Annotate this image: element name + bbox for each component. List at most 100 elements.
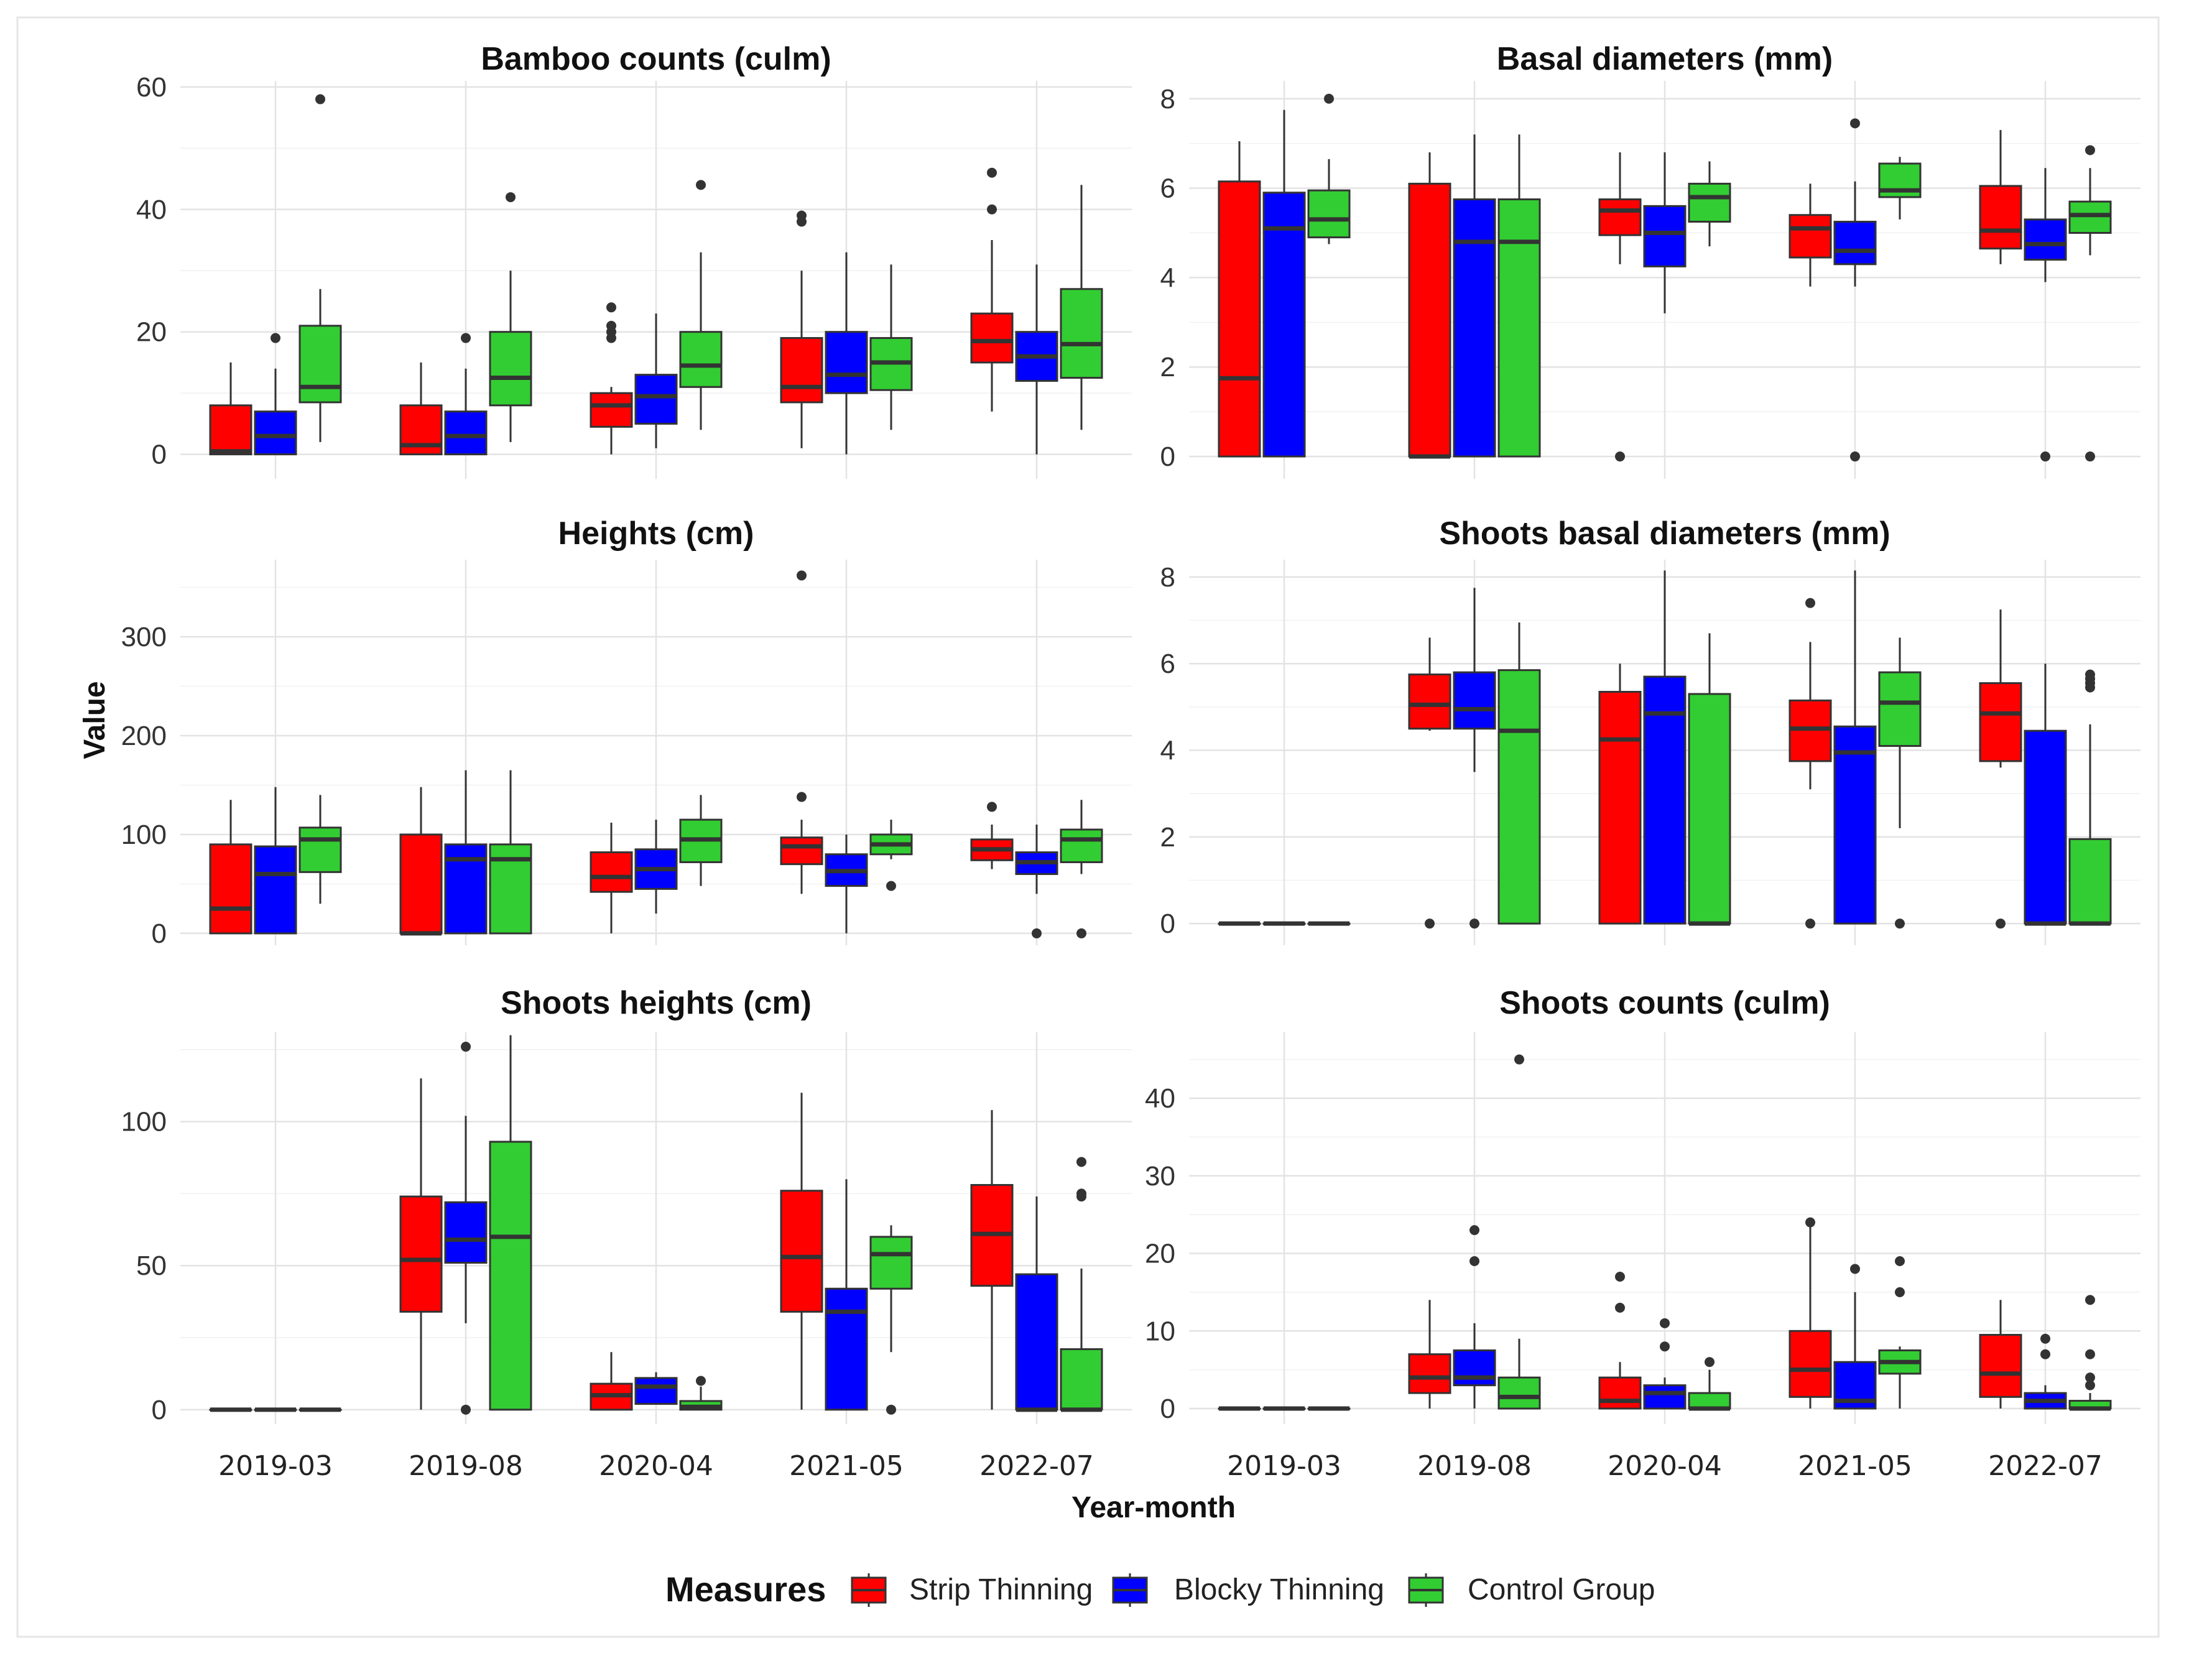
panel-title: Heights (cm) [558, 516, 754, 552]
box-strip-thinning-2021-05 [780, 570, 823, 894]
outlier-point [1895, 1256, 1905, 1267]
x-tick-label: 2020-04 [599, 1450, 713, 1482]
x-tick-label: 2021-05 [789, 1450, 904, 1482]
box-body [1643, 205, 1687, 267]
legend-title: Measures [665, 1570, 826, 1609]
panel-bamboo-counts-culm: Bamboo counts (culm) 0 20 40 60 [136, 41, 1132, 479]
box-blocky-thinning-2019-08 [1453, 134, 1496, 458]
y-tick-label: 40 [136, 195, 167, 225]
box-strip-thinning-2021-05 [1789, 183, 1832, 287]
box-blocky-thinning-2021-05 [1833, 1264, 1877, 1410]
box-control-group-2019-08 [1497, 134, 1541, 458]
y-tick-label: 4 [1160, 736, 1175, 766]
box-body [399, 1195, 443, 1313]
box-body [1598, 1376, 1642, 1410]
box-blocky-thinning-2021-05 [825, 834, 868, 933]
legend-label-control-group: Control Group [1468, 1573, 1655, 1606]
legend-label-strip-thinning: Strip Thinning [909, 1573, 1093, 1606]
y-tick-label: 30 [1145, 1161, 1175, 1191]
outlier-point [1660, 1318, 1670, 1328]
box-body [634, 374, 678, 425]
box-control-group-2021-05 [1878, 637, 1922, 929]
box-blocky-thinning-2019-03 [254, 787, 297, 935]
box-body [1060, 828, 1103, 863]
box-body [780, 337, 823, 404]
x-tick-label: 2019-08 [409, 1450, 523, 1482]
x-tick-label: 2020-04 [1608, 1450, 1722, 1482]
box-control-group-2020-04 [679, 795, 723, 886]
outlier-point [606, 320, 616, 331]
outlier-point [2040, 451, 2050, 462]
box-strip-thinning-2022-07 [1979, 130, 2022, 264]
box-body [1688, 182, 1731, 223]
box-body [1833, 221, 1877, 266]
outlier-point [1996, 918, 2006, 929]
box-strip-thinning-2019-08 [399, 362, 443, 456]
box-control-group-2020-04 [1688, 633, 1731, 926]
box-blocky-thinning-2019-08 [1453, 1225, 1496, 1409]
box-strip-thinning-2020-04 [590, 1352, 633, 1411]
box-body [1497, 669, 1541, 925]
box-body [1598, 690, 1642, 925]
box-body [1979, 185, 2022, 250]
outlier-point [1615, 1302, 1625, 1313]
x-tick-label: 2019-03 [218, 1450, 333, 1482]
box-body [1688, 1392, 1731, 1410]
box-strip-thinning-2019-08 [399, 1078, 443, 1410]
box-control-group-2019-08 [1497, 1054, 1541, 1410]
outlier-point [1850, 1264, 1860, 1274]
box-blocky-thinning-2021-05 [825, 1179, 868, 1411]
box-body [1688, 693, 1731, 925]
x-tick-label: 2021-05 [1798, 1450, 1912, 1482]
outlier-point [1615, 1271, 1625, 1282]
outlier-point [1850, 451, 1860, 462]
box-body [1497, 1376, 1541, 1410]
y-tick-label: 20 [1145, 1239, 1175, 1269]
box-control-group-2021-05 [1878, 1256, 1922, 1409]
box-blocky-thinning-2022-07 [1015, 825, 1058, 938]
y-tick-label: 4 [1160, 262, 1175, 293]
x-tick-label: 2019-03 [1227, 1450, 1341, 1482]
outlier-point [2085, 1349, 2095, 1359]
box-blocky-thinning-2019-08 [444, 333, 488, 456]
y-tick-label: 60 [136, 72, 167, 103]
outlier-point [2085, 145, 2095, 155]
box-body [254, 845, 297, 935]
outlier-point [461, 1404, 471, 1415]
box-control-group-2022-07 [1060, 185, 1103, 430]
box-control-group-2022-07 [2068, 145, 2112, 462]
outlier-point [1805, 918, 1815, 929]
box-control-group-2019-03 [1307, 93, 1351, 244]
outlier-point [1895, 1287, 1905, 1297]
box-body [1643, 675, 1687, 925]
box-blocky-thinning-2019-03 [1262, 109, 1306, 458]
outlier-point [1660, 1341, 1670, 1352]
y-tick-label: 50 [136, 1251, 167, 1281]
box-body [1408, 182, 1451, 458]
outlier-point [1076, 1188, 1086, 1199]
box-strip-thinning-2022-07 [1979, 1300, 2022, 1409]
outlier-point [987, 204, 997, 215]
outlier-point [696, 1376, 706, 1386]
box-body [970, 312, 1014, 364]
y-tick-label: 40 [1145, 1083, 1175, 1114]
box-control-group-2022-07 [2068, 669, 2112, 926]
box-strip-thinning-2020-04 [590, 822, 633, 933]
outlier-point [1805, 1217, 1815, 1228]
outlier-point [461, 333, 471, 343]
box-strip-thinning-2020-04 [1598, 152, 1642, 462]
y-tick-label: 0 [1160, 1394, 1175, 1424]
legend-label-blocky-thinning: Blocky Thinning [1174, 1573, 1384, 1606]
y-tick-label: 100 [121, 1107, 167, 1137]
legend-key-strip-thinning: Strip Thinning [851, 1573, 1093, 1607]
panel-title: Basal diameters (mm) [1497, 41, 1833, 77]
box-strip-thinning-2021-05 [780, 1093, 823, 1410]
outlier-point [797, 792, 807, 802]
box-body [1408, 673, 1451, 730]
box-body [254, 410, 297, 456]
outlier-point [315, 94, 325, 104]
box-strip-thinning-2019-03 [209, 362, 252, 456]
outlier-point [1615, 451, 1625, 462]
box-control-group-2022-07 [2068, 1295, 2112, 1411]
